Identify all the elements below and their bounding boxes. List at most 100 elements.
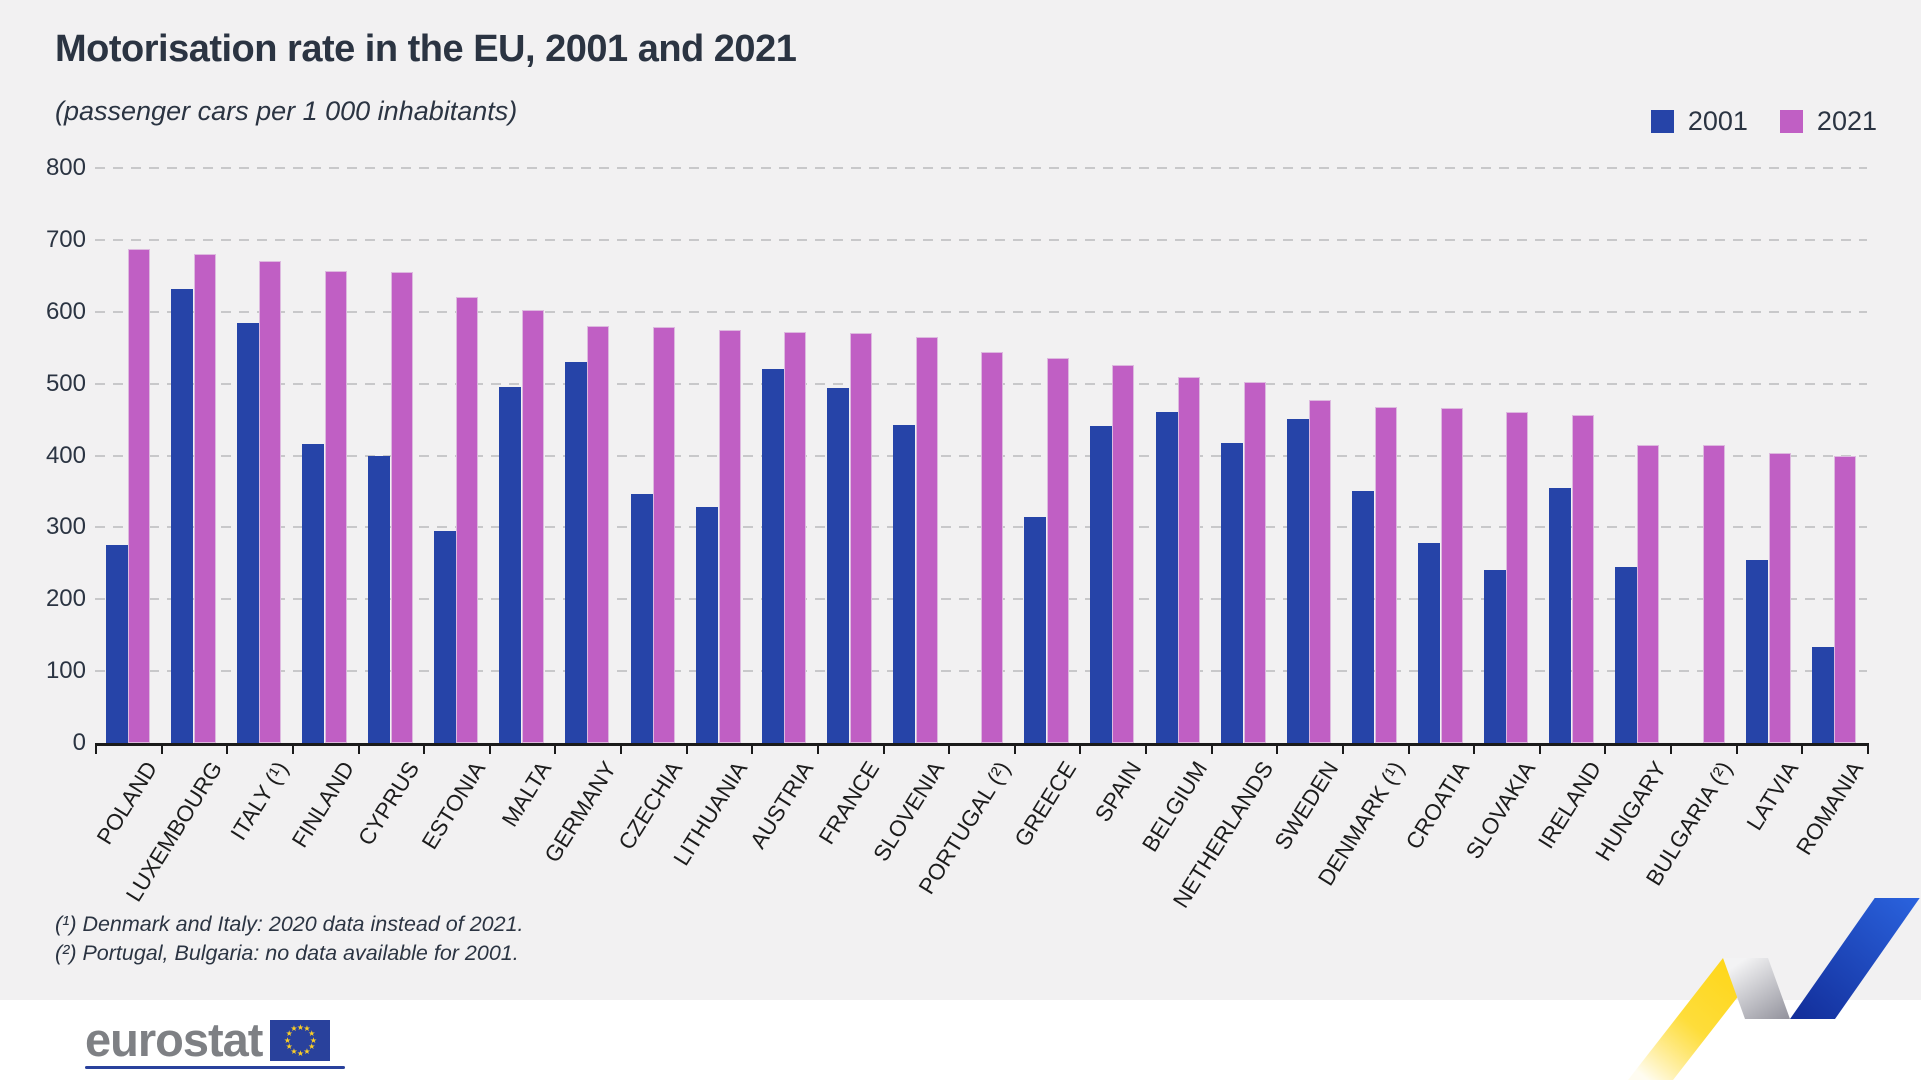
- x-axis-line: [95, 743, 1869, 746]
- eu-flag-star: ★: [303, 1024, 311, 1034]
- bar-2001-slovakia: [1483, 569, 1506, 743]
- x-axis-tick: [357, 745, 360, 754]
- bar-2001-slovenia: [893, 424, 916, 743]
- bar-2021-hungary: [1637, 444, 1660, 743]
- bar-2001-poland: [105, 544, 128, 743]
- bar-2001-czechia: [630, 494, 653, 743]
- x-axis-tick: [1670, 745, 1673, 754]
- bar-2021-latvia: [1768, 453, 1791, 743]
- gridline-600: [95, 310, 1867, 313]
- bar-2021-ireland: [1571, 415, 1594, 743]
- eurostat-logo: eurostat ★ ★ ★ ★ ★ ★ ★ ★ ★ ★ ★ ★: [85, 1013, 331, 1066]
- x-axis-tick: [1735, 745, 1738, 754]
- eu-flag-star: ★: [296, 1022, 305, 1032]
- bar-2001-netherlands: [1221, 443, 1244, 743]
- x-axis-tick: [1013, 745, 1016, 754]
- eu-flag-star: ★: [285, 1042, 293, 1051]
- y-axis-label-300: 300: [45, 513, 86, 541]
- eu-flag-star: ★: [308, 1029, 316, 1038]
- bar-2001-malta: [499, 387, 522, 743]
- eu-flag-star: ★: [283, 1035, 292, 1045]
- x-axis-label-romania: ROMANIA: [1791, 757, 1869, 860]
- bar-2021-poland: [128, 249, 150, 743]
- x-axis-label-poland: POLAND: [91, 757, 163, 849]
- x-axis-tick: [1341, 745, 1344, 754]
- eu-flag-star: ★: [285, 1029, 293, 1038]
- y-axis-label-200: 200: [45, 585, 86, 613]
- x-axis-tick: [948, 745, 951, 754]
- bar-2021-luxembourg: [193, 253, 216, 743]
- footnotes: (¹) Denmark and Italy: 2020 data instead…: [55, 910, 524, 968]
- bar-2021-austria: [784, 331, 807, 743]
- y-axis-label-700: 700: [45, 225, 86, 253]
- bar-2021-slovakia: [1506, 412, 1529, 743]
- x-axis-tick: [1538, 745, 1541, 754]
- y-axis-label-100: 100: [45, 657, 86, 685]
- bar-2021-netherlands: [1243, 382, 1266, 743]
- bar-2001-estonia: [433, 530, 456, 743]
- bar-2001-finland: [302, 444, 325, 743]
- x-axis-tick: [1276, 745, 1279, 754]
- eu-flag-star: ★: [296, 1048, 305, 1058]
- gridline-400: [95, 454, 1867, 457]
- gridline-800: [95, 167, 1867, 169]
- x-axis-tick: [1801, 745, 1804, 754]
- gridline-500: [95, 382, 1867, 385]
- x-axis-tick: [1079, 745, 1082, 754]
- x-axis-label-spain: SPAIN: [1090, 757, 1147, 827]
- x-axis-label-austria: AUSTRIA: [745, 757, 819, 853]
- bar-2021-slovenia: [915, 336, 938, 743]
- x-axis-tick: [226, 745, 229, 754]
- bar-2001-france: [827, 387, 850, 743]
- y-axis-label-600: 600: [45, 297, 86, 325]
- eurostat-logo-text: eurostat: [85, 1013, 263, 1066]
- x-axis-tick: [816, 745, 819, 754]
- x-axis-tick: [1867, 745, 1869, 754]
- bar-2001-spain: [1089, 426, 1112, 743]
- gridline-300: [95, 526, 1867, 529]
- y-axis-label-500: 500: [45, 369, 86, 397]
- bar-2021-france: [849, 332, 872, 743]
- bar-2021-romania: [1834, 455, 1857, 743]
- eu-flag-star: ★: [290, 1024, 298, 1034]
- x-axis-label-croatia: CROATIA: [1401, 757, 1475, 854]
- bar-2021-spain: [1112, 364, 1135, 743]
- bar-2001-cyprus: [368, 456, 391, 743]
- bar-2001-luxembourg: [171, 288, 194, 743]
- bar-2001-sweden: [1286, 418, 1309, 743]
- gridline-200: [95, 598, 1867, 601]
- x-axis-tick: [95, 745, 97, 754]
- x-axis-tick: [488, 745, 491, 754]
- bar-2001-austria: [761, 369, 784, 743]
- bar-2021-lithuania: [718, 330, 741, 743]
- x-axis-tick: [685, 745, 688, 754]
- eu-flag-star: ★: [290, 1046, 298, 1056]
- bar-2021-germany: [587, 326, 610, 743]
- x-axis-tick: [882, 745, 885, 754]
- bar-2021-croatia: [1440, 408, 1463, 743]
- x-axis-label-latvia: LATVIA: [1741, 757, 1803, 835]
- bar-2021-cyprus: [390, 272, 413, 743]
- bar-2021-malta: [521, 310, 544, 743]
- bar-2021-portugal: [981, 352, 1004, 743]
- bar-2021-denmark: [1374, 407, 1397, 743]
- legend-label-2021: 2021: [1816, 106, 1877, 136]
- x-axis-label-finland: FINLAND: [286, 757, 359, 852]
- x-axis-tick: [554, 745, 557, 754]
- bar-2021-sweden: [1309, 400, 1332, 743]
- bar-2021-greece: [1046, 357, 1069, 743]
- y-axis-label-800: 800: [45, 154, 86, 181]
- bar-2001-greece: [1024, 516, 1047, 743]
- bar-2001-hungary: [1614, 566, 1637, 743]
- bar-2001-croatia: [1418, 543, 1441, 743]
- x-axis-label-italy: ITALY (¹): [225, 757, 294, 845]
- x-axis-label-estonia: ESTONIA: [416, 757, 491, 854]
- eu-flag-icon: ★ ★ ★ ★ ★ ★ ★ ★ ★ ★ ★ ★: [270, 1020, 331, 1061]
- legend-swatch-2001: [1650, 110, 1674, 133]
- x-axis-label-ireland: IRELAND: [1532, 757, 1606, 853]
- bar-2001-lithuania: [696, 506, 719, 743]
- y-axis-label-400: 400: [45, 441, 86, 469]
- x-axis-tick: [160, 745, 163, 754]
- x-axis-label-malta: MALTA: [496, 757, 556, 832]
